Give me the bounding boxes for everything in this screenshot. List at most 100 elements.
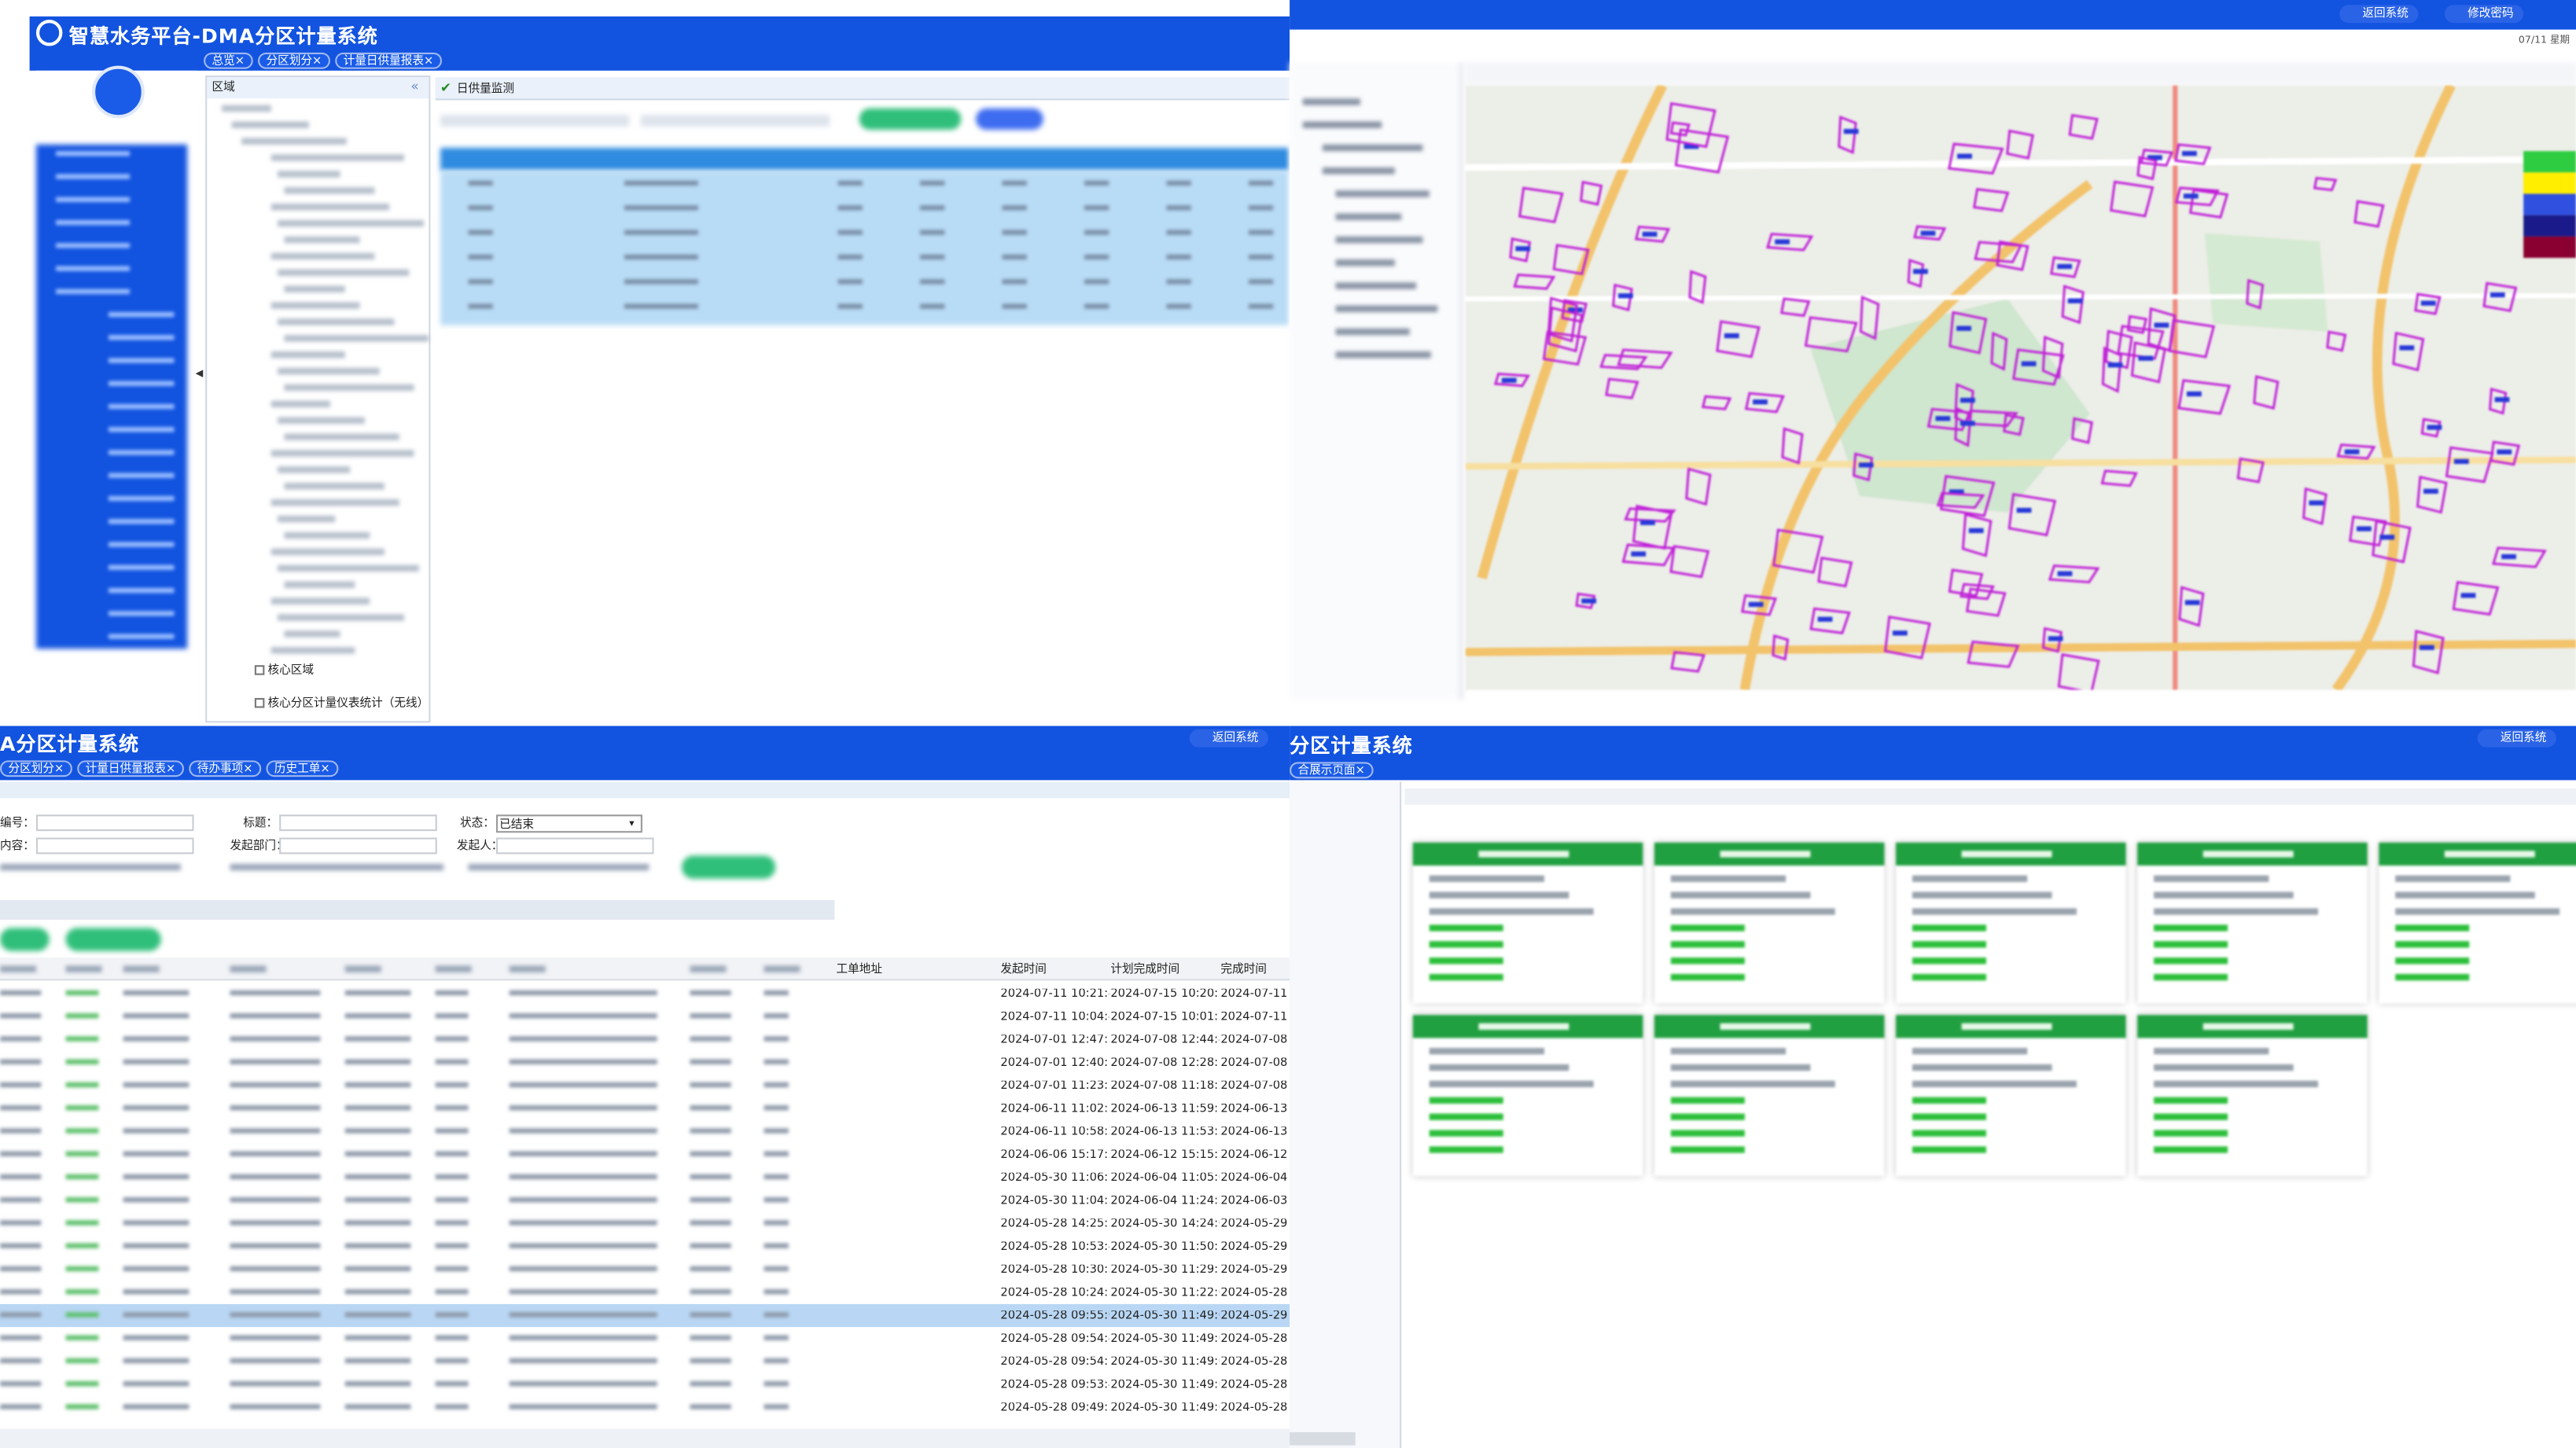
menu-item[interactable] [108, 311, 175, 318]
query-button[interactable] [859, 108, 962, 130]
tree-item[interactable] [278, 417, 365, 424]
tree-item[interactable] [278, 318, 395, 325]
tree-item[interactable] [231, 121, 309, 128]
tree-item[interactable] [270, 351, 345, 358]
menu-item[interactable] [56, 288, 131, 294]
tree-item[interactable] [1335, 305, 1438, 312]
tab[interactable]: 历史工单× [266, 760, 339, 777]
tree-item[interactable] [270, 450, 414, 457]
status-select[interactable]: 已结束 ▾ [495, 814, 642, 833]
zone-card[interactable] [1654, 842, 1885, 1004]
tree-item[interactable] [270, 204, 390, 211]
text-input[interactable] [495, 837, 654, 854]
zone-card[interactable] [1412, 1015, 1643, 1176]
menu-item[interactable] [108, 472, 175, 478]
zone-card[interactable] [2379, 842, 2576, 1004]
action-button[interactable] [65, 928, 161, 951]
tree-item[interactable] [278, 614, 404, 621]
collapse-button[interactable]: « [410, 79, 419, 94]
menu-item[interactable] [108, 358, 175, 363]
menu-item[interactable] [108, 427, 175, 432]
content-tab[interactable]: 日供量监测 [456, 82, 514, 96]
menu-item[interactable] [108, 495, 175, 502]
tab[interactable]: 计量日供量报表× [77, 760, 184, 777]
tree-item[interactable] [278, 564, 419, 572]
tree-item[interactable] [270, 647, 355, 654]
tree-item[interactable] [270, 252, 375, 260]
tree-item[interactable] [284, 483, 385, 490]
tree-item[interactable] [278, 516, 336, 523]
menu-item[interactable] [108, 587, 175, 594]
tree-item[interactable] [284, 285, 345, 292]
tree-item[interactable] [278, 171, 340, 178]
tree-item[interactable]: 核心区域 [267, 663, 315, 677]
tree-item[interactable] [284, 630, 340, 638]
action-button[interactable] [0, 928, 50, 951]
tree-item[interactable] [270, 154, 404, 161]
tree-item[interactable] [284, 433, 399, 440]
back-button[interactable]: 返回系统 [2339, 5, 2419, 24]
tree-item[interactable] [241, 138, 347, 145]
menu-item[interactable] [108, 519, 175, 524]
checkbox[interactable] [254, 665, 265, 675]
tree-item[interactable] [284, 384, 414, 391]
tree-item[interactable] [1335, 351, 1431, 358]
tree-item[interactable] [278, 269, 410, 277]
password-button[interactable]: 修改密码 [2444, 5, 2524, 24]
tree-item[interactable] [284, 335, 429, 342]
menu-item[interactable] [108, 634, 175, 639]
tree-item[interactable] [278, 219, 425, 227]
menu-item[interactable] [108, 450, 175, 455]
text-input[interactable] [279, 837, 437, 854]
avatar[interactable] [92, 65, 145, 119]
text-input[interactable] [279, 814, 437, 832]
zone-card[interactable] [1654, 1015, 1885, 1176]
tree-item[interactable] [1322, 144, 1423, 152]
menu-item[interactable] [108, 335, 175, 340]
menu-item[interactable] [108, 564, 175, 570]
tree-item[interactable] [270, 302, 360, 309]
filter-input[interactable] [440, 115, 630, 127]
filter-input[interactable] [640, 115, 830, 127]
tree-item[interactable] [270, 400, 330, 408]
tree-item[interactable] [1335, 213, 1402, 220]
search-button[interactable] [682, 855, 776, 879]
menu-item[interactable] [56, 243, 131, 248]
tab[interactable]: 计量日供量报表× [335, 52, 442, 69]
splitter-arrow[interactable]: ◀ [195, 368, 204, 380]
zone-card[interactable] [1896, 1015, 2126, 1176]
menu-item[interactable] [108, 542, 175, 547]
tree-item[interactable] [222, 105, 271, 112]
tree-item[interactable]: 核心分区计量仪表统计（无线） [267, 696, 429, 710]
menu-item[interactable] [56, 266, 131, 271]
zone-card[interactable] [2137, 842, 2368, 1004]
export-button[interactable] [976, 108, 1043, 130]
tree-item[interactable] [278, 368, 380, 375]
text-input[interactable] [35, 814, 194, 832]
zone-card[interactable] [2137, 1015, 2368, 1176]
tab[interactable]: 分区划分× [0, 760, 72, 777]
tree-item[interactable] [284, 187, 375, 194]
back-button[interactable]: 返回系统 [1189, 729, 1268, 748]
tree-item[interactable] [270, 597, 370, 605]
tab[interactable]: 总览× [204, 52, 253, 69]
menu-item[interactable] [108, 611, 175, 616]
tree-item[interactable] [1302, 98, 1360, 105]
menu-item[interactable] [56, 219, 131, 226]
zone-card[interactable] [1412, 842, 1643, 1004]
map[interactable] [1465, 85, 2576, 690]
menu-item[interactable] [56, 151, 131, 156]
menu-item[interactable] [56, 174, 131, 179]
tab[interactable]: 分区划分× [258, 52, 330, 69]
tree-item[interactable] [1335, 328, 1410, 336]
tree-item[interactable] [284, 581, 355, 588]
menu-item[interactable] [108, 403, 175, 410]
tree-item[interactable] [1335, 282, 1416, 289]
tree-item[interactable] [1302, 121, 1382, 128]
tree-item[interactable] [284, 531, 370, 539]
tab[interactable]: 合展示页面× [1290, 762, 1374, 779]
zone-card[interactable] [1896, 842, 2126, 1004]
text-input[interactable] [35, 837, 194, 854]
tree-item[interactable] [270, 548, 385, 556]
tree-item[interactable] [1335, 190, 1430, 197]
